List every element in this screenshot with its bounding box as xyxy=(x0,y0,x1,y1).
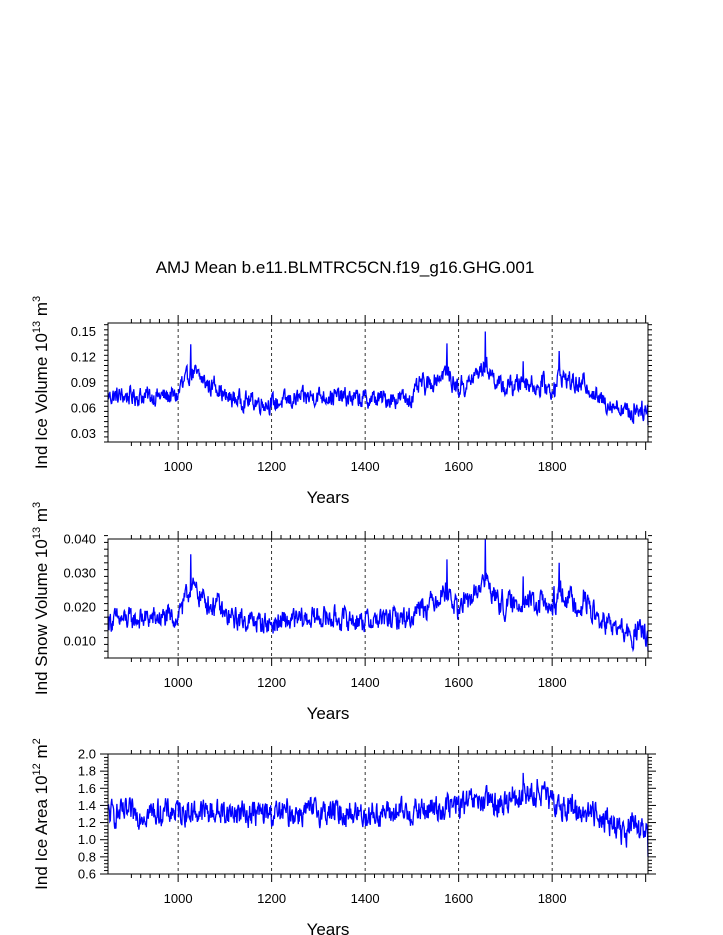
x-tick-label: 1200 xyxy=(257,891,286,906)
y-tick-label: 1.6 xyxy=(78,781,96,796)
y-tick-label: 0.15 xyxy=(71,324,96,339)
y-axis-label: Ind Snow Volume 1013 m3 xyxy=(31,502,51,695)
y-tick-label: 0.030 xyxy=(63,566,96,581)
series-line xyxy=(107,331,649,426)
y-tick-label: 0.040 xyxy=(63,532,96,547)
y-tick-label: 2.0 xyxy=(78,747,96,762)
y-tick-label: 0.6 xyxy=(78,867,96,882)
panel-3: 1000 1200 1400 1600 1800 0.6 0.8 1.0 1.2 1.4 1.6 1.… xyxy=(31,738,656,935)
chart-title: AMJ Mean b.e11.BLMTRC5CN.f19_g16.GHG.001 xyxy=(156,258,535,277)
x-tick-label: 1200 xyxy=(257,675,286,690)
y-tick-label: 1.2 xyxy=(78,815,96,830)
plot-frame xyxy=(107,538,649,659)
y-axis-label: Ind Ice Volume 1013 m3 xyxy=(31,296,51,469)
y-tick-label: 0.010 xyxy=(63,634,96,649)
plot-frame xyxy=(107,753,649,875)
y-tick-label: 1.4 xyxy=(78,798,96,813)
x-axis-label: Years xyxy=(307,704,350,723)
x-tick-label: 1400 xyxy=(351,675,380,690)
y-tick-label: 1.0 xyxy=(78,832,96,847)
x-axis-label: Years xyxy=(307,488,350,507)
x-tick-label: 1200 xyxy=(257,459,286,474)
y-tick-label: 1.8 xyxy=(78,764,96,779)
x-tick-label: 1400 xyxy=(351,891,380,906)
plot-frame xyxy=(107,322,649,443)
series-line xyxy=(107,772,649,857)
x-tick-label: 1800 xyxy=(538,675,567,690)
x-tick-label: 1600 xyxy=(444,459,473,474)
y-tick-label: 0.03 xyxy=(71,426,96,441)
x-axis-label: Years xyxy=(307,920,350,935)
x-tick-label: 1600 xyxy=(444,891,473,906)
y-tick-label: 0.020 xyxy=(63,600,96,615)
panel-2: 1000 1200 1400 1600 1800 0.010 0.020 0.030 0.040… xyxy=(31,502,652,723)
y-tick-label: 0.09 xyxy=(71,375,96,390)
y-tick-label: 0.8 xyxy=(78,849,96,864)
x-tick-label: 1000 xyxy=(164,891,193,906)
y-axis-label: Ind Ice Area 1012 m2 xyxy=(31,738,51,890)
x-tick-label: 1800 xyxy=(538,459,567,474)
y-tick-label: 0.06 xyxy=(71,401,96,416)
panel-1: 1000 1200 1400 1600 1800 0.03 0.06 0.09 0.12 0.15… xyxy=(31,296,652,507)
x-tick-label: 1600 xyxy=(444,675,473,690)
x-tick-label: 1400 xyxy=(351,459,380,474)
x-tick-label: 1000 xyxy=(164,675,193,690)
y-tick-label: 0.12 xyxy=(71,350,96,365)
series-line xyxy=(107,538,649,653)
x-tick-label: 1800 xyxy=(538,891,567,906)
x-tick-label: 1000 xyxy=(164,459,193,474)
